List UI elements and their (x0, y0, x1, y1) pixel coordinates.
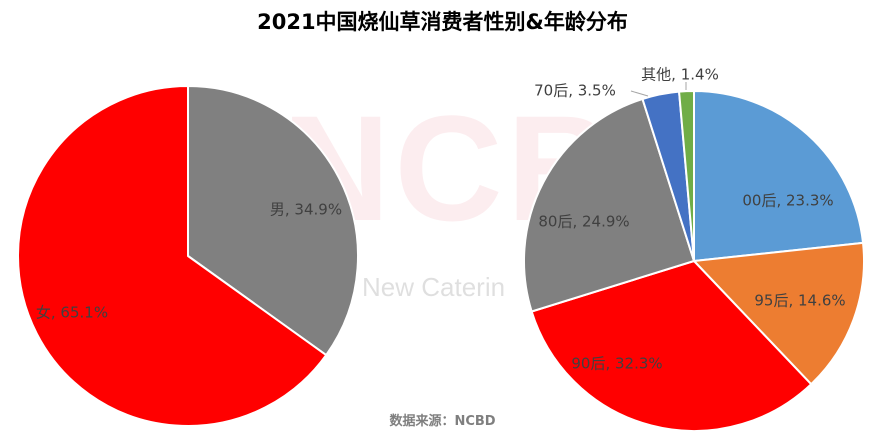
age-slice-2 (530, 260, 813, 433)
age-leader-line-4 (630, 90, 649, 97)
age-pie: 00后, 23.3% 95后, 14.6% 90后, 32.3% 80后, 24.9%… (523, 66, 865, 433)
data-source: 数据来源：NCBD (389, 414, 496, 429)
age-slice-5 (678, 90, 695, 262)
chart-title: 2021中国烧仙草消费者性别&年龄分布 (257, 10, 628, 34)
gender-data-label-0: 男, 34.9% (270, 201, 342, 219)
gender-slice-0 (187, 85, 360, 357)
watermark-tagline: New Caterin (362, 272, 506, 302)
age-data-label-5: 其他, 1.4% (641, 66, 719, 84)
age-slice-0 (693, 90, 865, 262)
age-slice-1 (693, 241, 865, 386)
age-data-label-0: 00后, 23.3% (742, 192, 833, 210)
age-slice-3 (523, 97, 695, 313)
age-data-label-3: 80后, 24.9% (538, 213, 629, 231)
gender-slice-1 (17, 85, 328, 427)
age-data-label-4: 70后, 3.5% (534, 82, 616, 100)
age-data-label-2: 90后, 32.3% (571, 355, 662, 373)
age-data-label-1: 95后, 14.6% (754, 292, 845, 310)
gender-data-label-1: 女, 65.1% (36, 304, 108, 322)
gender-pie: 男, 34.9% 女, 65.1% (17, 85, 360, 427)
